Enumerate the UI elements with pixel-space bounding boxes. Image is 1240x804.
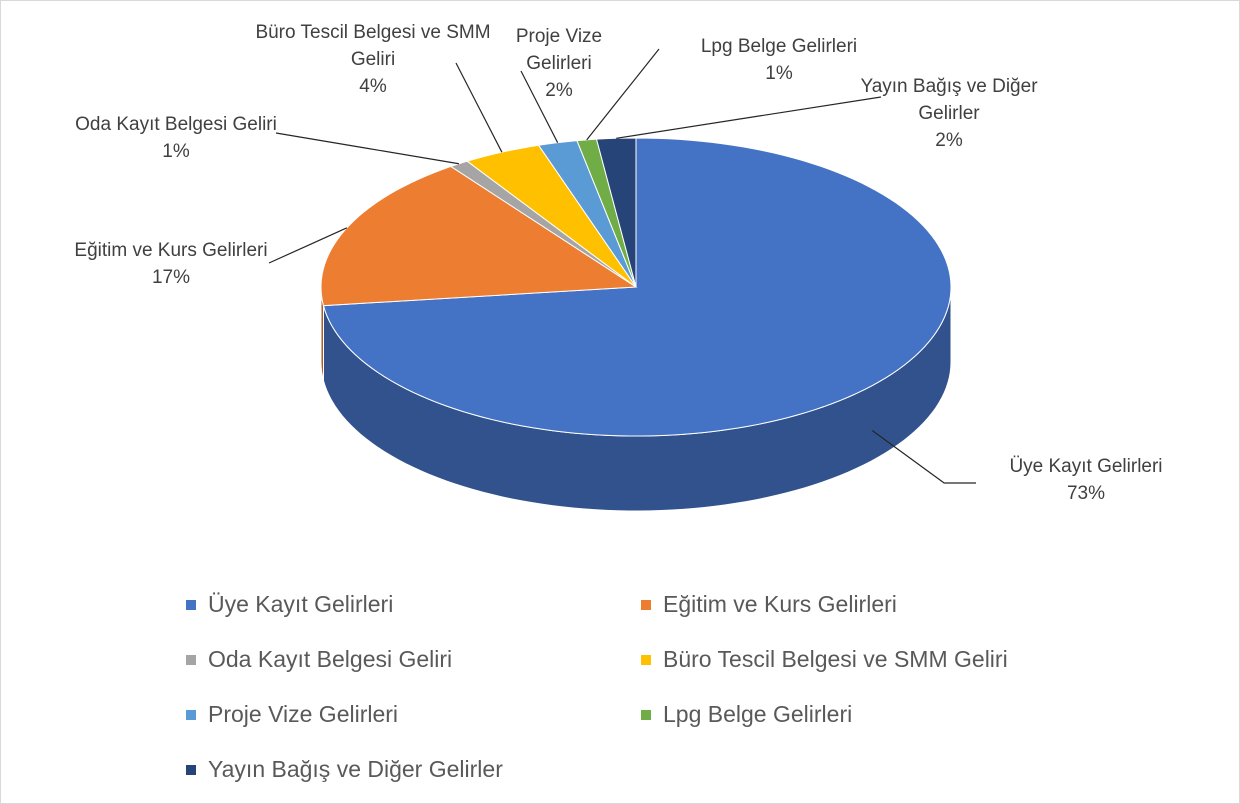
legend-item: Lpg Belge Gelirleri — [641, 701, 852, 728]
data-label: Eğitim ve Kurs Gelirleri 17% — [71, 237, 271, 291]
data-label: Yayın Bağış ve Diğer Gelirler 2% — [849, 73, 1049, 154]
data-label: Oda Kayıt Belgesi Geliri 1% — [66, 111, 286, 165]
legend-item: Eğitim ve Kurs Gelirleri — [641, 591, 897, 618]
legend-swatch — [186, 709, 196, 720]
legend-item: Üye Kayıt Gelirleri — [186, 591, 393, 618]
data-label-value: 1% — [162, 141, 190, 162]
data-label: Lpg Belge Gelirleri 1% — [659, 33, 899, 87]
data-label-name: Yayın Bağış ve Diğer Gelirler — [860, 76, 1038, 124]
legend-label: Büro Tescil Belgesi ve SMM Geliri — [663, 646, 1008, 672]
legend-label: Proje Vize Gelirleri — [208, 701, 399, 727]
legend-item: Oda Kayıt Belgesi Geliri — [186, 646, 452, 673]
slice — [322, 137, 952, 437]
data-label-name: Eğitim ve Kurs Gelirleri — [74, 240, 268, 261]
data-label-name: Üye Kayıt Gelirleri — [1009, 456, 1163, 477]
legend-swatch — [641, 654, 651, 665]
leader-line — [268, 227, 348, 264]
leader-line — [871, 430, 976, 484]
data-label: Üye Kayıt Gelirleri 73% — [966, 453, 1206, 507]
data-label-name: Oda Kayıt Belgesi Geliri — [75, 114, 277, 135]
slice — [466, 144, 637, 288]
legend-swatch — [641, 599, 651, 610]
legend-swatch — [186, 654, 196, 665]
legend-swatch — [186, 599, 196, 610]
legend-swatch — [641, 709, 651, 720]
legend-label: Oda Kayıt Belgesi Geliri — [208, 646, 453, 672]
legend-item: Büro Tescil Belgesi ve SMM Geliri — [641, 646, 1008, 673]
leader-line — [520, 70, 559, 143]
leader-line — [275, 132, 460, 165]
data-label-value: 4% — [359, 76, 387, 97]
data-label-value: 17% — [151, 267, 191, 288]
data-label-name: Proje Vize Gelirleri — [515, 26, 603, 74]
data-label-value: 1% — [765, 63, 793, 84]
leader-line — [616, 96, 882, 139]
legend-item: Yayın Bağış ve Diğer Gelirler — [186, 756, 503, 783]
legend-label: Yayın Bağış ve Diğer Gelirler — [208, 756, 503, 782]
slice — [320, 165, 638, 307]
legend-label: Üye Kayıt Gelirleri — [208, 591, 394, 617]
data-label-name: Büro Tescil Belgesi ve SMM Geliri — [255, 22, 491, 70]
data-label: Proje Vize Gelirleri 2% — [484, 23, 634, 104]
data-label-value: 73% — [1066, 483, 1106, 504]
leader-line — [586, 48, 660, 141]
data-label-name: Lpg Belge Gelirleri — [700, 36, 858, 57]
leader-line — [455, 62, 503, 153]
legend-label: Lpg Belge Gelirleri — [663, 701, 853, 727]
data-label: Büro Tescil Belgesi ve SMM Geliri 4% — [253, 19, 493, 100]
legend-label: Eğitim ve Kurs Gelirleri — [663, 591, 897, 617]
legend-item: Proje Vize Gelirleri — [186, 701, 398, 728]
legend-swatch — [186, 764, 196, 775]
data-label-value: 2% — [545, 80, 573, 101]
data-label-value: 2% — [935, 130, 963, 151]
